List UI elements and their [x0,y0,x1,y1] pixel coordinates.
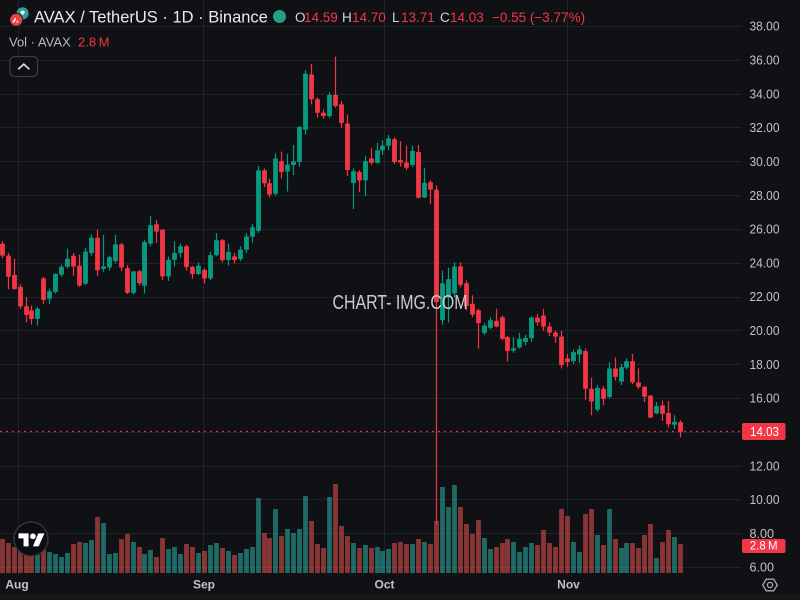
svg-text:CHART- IMG.COM: CHART- IMG.COM [333,292,468,314]
svg-text:28.00: 28.00 [750,189,780,203]
svg-text:13.71: 13.71 [401,10,435,25]
svg-text:AVAX / TetherUS · 1D · Binance: AVAX / TetherUS · 1D · Binance [34,9,268,27]
svg-text:8.00: 8.00 [750,527,775,541]
svg-text:14.03: 14.03 [750,425,779,439]
svg-text:32.00: 32.00 [750,121,780,135]
svg-text:22.00: 22.00 [750,290,780,304]
svg-text:O: O [295,10,306,25]
svg-text:Sep: Sep [193,578,215,592]
svg-text:24.00: 24.00 [750,256,780,270]
svg-text:20.00: 20.00 [750,324,780,338]
svg-text:10.00: 10.00 [750,493,780,507]
svg-text:30.00: 30.00 [750,155,780,169]
svg-text:2.8 M: 2.8 M [78,35,110,50]
svg-text:L: L [392,10,400,25]
svg-text:16.00: 16.00 [750,392,780,406]
svg-text:18.00: 18.00 [750,358,780,372]
svg-text:Oct: Oct [374,578,394,592]
svg-text:H: H [342,10,352,25]
svg-text:14.70: 14.70 [352,10,386,25]
svg-text:38.00: 38.00 [750,20,780,34]
svg-text:2.8 M: 2.8 M [750,541,778,553]
svg-text:12.00: 12.00 [750,459,780,473]
svg-text:14.59: 14.59 [304,10,338,25]
svg-text:26.00: 26.00 [750,223,780,237]
svg-text:6.00: 6.00 [750,561,775,575]
svg-text:Aug: Aug [5,578,28,592]
svg-text:C: C [440,10,450,25]
svg-text:Vol · AVAX: Vol · AVAX [9,35,71,50]
svg-text:Nov: Nov [557,578,580,592]
svg-text:14.03: 14.03 [450,10,484,25]
svg-text:34.00: 34.00 [750,87,780,101]
svg-text:−0.55 (−3.77%): −0.55 (−3.77%) [492,10,585,25]
svg-text:36.00: 36.00 [750,54,780,68]
